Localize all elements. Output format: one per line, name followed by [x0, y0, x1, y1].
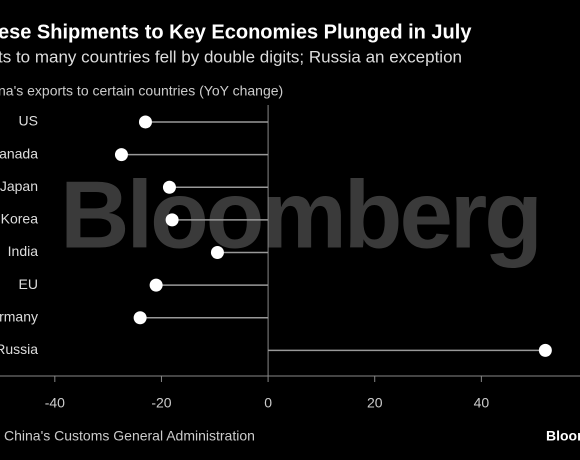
y-tick-label: Japan	[0, 178, 38, 194]
x-tick-label: 40	[474, 395, 490, 411]
x-tick-label: -40	[45, 395, 65, 411]
x-tick-label: 20	[367, 395, 383, 411]
dot	[165, 213, 179, 227]
y-tick-label: India	[8, 243, 39, 259]
dot	[210, 246, 224, 259]
y-tick-label: anada	[0, 145, 38, 161]
y-tick-label: Korea	[1, 211, 39, 227]
dot	[138, 115, 152, 129]
y-tick-label: Russia	[0, 341, 38, 357]
chart-title: ese Shipments to Key Economies Plunged i…	[0, 21, 472, 43]
y-tick-label: rmany	[0, 308, 38, 324]
dot	[162, 180, 176, 194]
chart-subtitle: ts to many countries fell by double digi…	[0, 47, 462, 66]
x-tick-label: -20	[151, 395, 171, 411]
watermark: Bloomberg	[60, 161, 540, 268]
x-tick-label: 0	[264, 395, 272, 411]
y-tick-label: EU	[19, 276, 38, 292]
source: China's Customs General Administration	[4, 428, 255, 444]
dot	[149, 278, 163, 292]
dot	[133, 311, 147, 325]
logo: Bloom	[546, 428, 580, 444]
axis-title: na's exports to certain countries (YoY c…	[0, 83, 283, 99]
dot	[114, 148, 128, 162]
dot	[538, 343, 552, 357]
y-tick-label: US	[19, 113, 38, 129]
